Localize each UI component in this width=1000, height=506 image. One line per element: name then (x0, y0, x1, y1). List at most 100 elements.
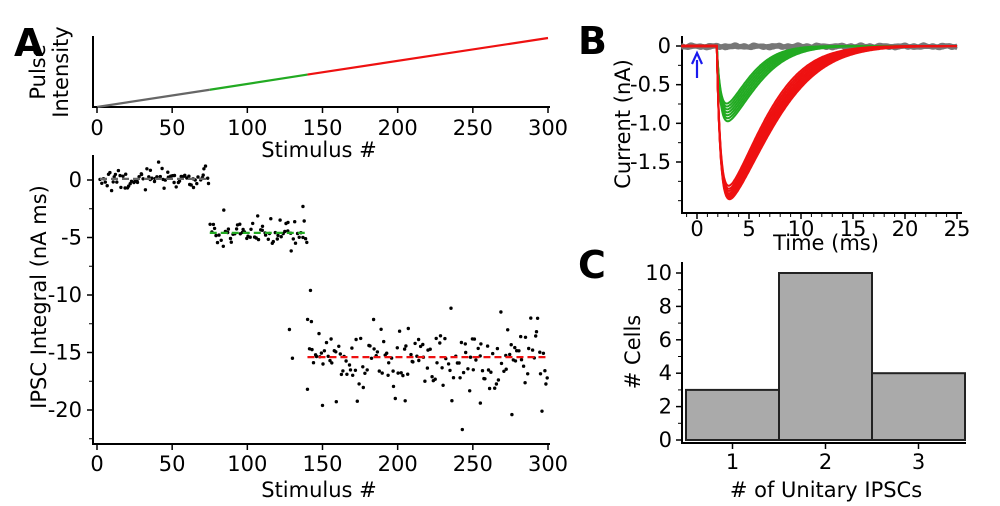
panel-a-top-ylabel-line: Intensity (49, 26, 73, 117)
data-point (286, 229, 290, 233)
data-point (320, 403, 325, 408)
data-point (479, 342, 483, 346)
panel-c-yticks: 0 2 4 6 8 10 (645, 261, 682, 452)
panel-a-top-chart: 0 50 100 150 200 250 300 Stimulus # PulseInten… (26, 26, 568, 162)
panel-c-xticks: 1 2 3 (726, 443, 925, 474)
panel-a-bottom-xlabel: Stimulus # (261, 478, 377, 502)
y-tick-label: -5 (61, 226, 82, 250)
data-point (428, 347, 432, 351)
data-point (459, 340, 464, 345)
data-point (395, 346, 399, 350)
data-point (509, 343, 513, 347)
data-point (425, 366, 430, 370)
x-tick-label: 50 (159, 116, 186, 140)
data-point (339, 372, 344, 377)
data-point (156, 160, 161, 164)
data-point (196, 175, 200, 179)
x-tick-label: 150 (302, 116, 342, 140)
panel-label-c: C (578, 243, 606, 287)
data-point (430, 375, 434, 379)
x-tick-label: 2 (819, 450, 832, 474)
y-tick-label: 8 (659, 294, 672, 318)
data-point (417, 358, 421, 363)
data-point (123, 186, 127, 190)
x-tick-label: 25 (944, 217, 971, 241)
data-point (309, 319, 314, 324)
data-point (328, 358, 332, 363)
data-point (534, 330, 539, 334)
data-point (293, 241, 298, 245)
data-point (506, 328, 510, 332)
panel-a-bottom-points (98, 160, 549, 432)
panel-b-chart: 0 -0.5 -1.0 -1.5 0 5 10 15 20 25 Time (ms) Curre… (611, 34, 970, 255)
data-point (476, 346, 480, 351)
y-tick-label: 0 (659, 428, 672, 452)
panel-a-bottom-xticks: 0 50 100 150 200 250 300 (90, 444, 568, 476)
data-point (305, 240, 309, 245)
data-point (126, 184, 131, 188)
data-point (317, 331, 321, 336)
data-point (355, 399, 359, 403)
data-point (115, 180, 119, 184)
data-point (324, 340, 329, 345)
data-point (290, 356, 295, 360)
data-point (148, 168, 153, 172)
data-point (160, 166, 164, 171)
data-point (314, 354, 319, 359)
data-point (527, 346, 531, 351)
data-point (222, 208, 226, 212)
data-point (391, 384, 396, 389)
data-point (494, 382, 499, 386)
data-point (301, 235, 305, 240)
data-point (375, 350, 380, 354)
data-point (443, 336, 447, 341)
data-point (191, 185, 196, 190)
data-point (202, 167, 206, 171)
data-point (206, 176, 210, 180)
y-tick-label: 0 (658, 34, 671, 58)
data-point (162, 186, 166, 190)
x-tick-label: 1 (726, 450, 739, 474)
data-point (206, 181, 211, 186)
data-point (499, 310, 503, 314)
panel-b-yticks: 0 -0.5 -1.0 -1.5 (630, 34, 682, 202)
data-point (391, 369, 395, 373)
panel-a-top-series (96, 36, 549, 109)
intensity-segment-0 (96, 88, 210, 109)
x-tick-label: 300 (528, 452, 568, 476)
data-point (480, 369, 485, 373)
data-point (461, 370, 466, 375)
data-point (361, 365, 365, 369)
data-point (369, 356, 374, 360)
data-point (350, 346, 354, 350)
data-point (286, 220, 290, 225)
data-point (523, 335, 528, 339)
y-tick-label: -20 (48, 398, 82, 422)
data-point (361, 385, 365, 390)
data-point (526, 372, 530, 376)
data-point (406, 372, 410, 376)
data-point (523, 381, 527, 385)
y-tick-label: -15 (48, 341, 82, 365)
data-point (517, 349, 521, 353)
data-point (534, 334, 538, 338)
current-trace (681, 44, 957, 123)
intensity-segment-1 (209, 73, 308, 91)
data-point (472, 337, 477, 341)
data-point (330, 361, 334, 365)
panel-c-ylabel: # Cells (621, 315, 645, 389)
stimulus-arrow-icon (690, 50, 704, 78)
x-tick-label: 100 (227, 116, 267, 140)
x-tick-label: 300 (528, 116, 568, 140)
data-point (147, 175, 151, 179)
data-point (499, 361, 504, 366)
data-point (491, 351, 495, 356)
panel-b-xlabel: Time (ms) (772, 231, 879, 255)
data-point (166, 170, 170, 174)
data-point (203, 164, 208, 168)
data-point (519, 358, 524, 362)
panel-a-bottom-chart: 0 -5 -10 -15 -20 0 50 100 150 200 250 300 Stimulus… (27, 155, 568, 502)
data-point (544, 382, 548, 386)
data-point (538, 372, 543, 376)
